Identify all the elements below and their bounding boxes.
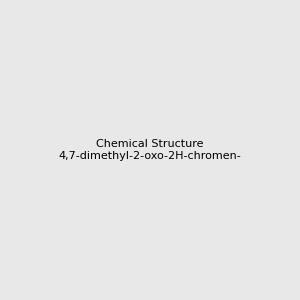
Text: Chemical Structure
4,7-dimethyl-2-oxo-2H-chromen-: Chemical Structure 4,7-dimethyl-2-oxo-2H… <box>58 139 242 161</box>
